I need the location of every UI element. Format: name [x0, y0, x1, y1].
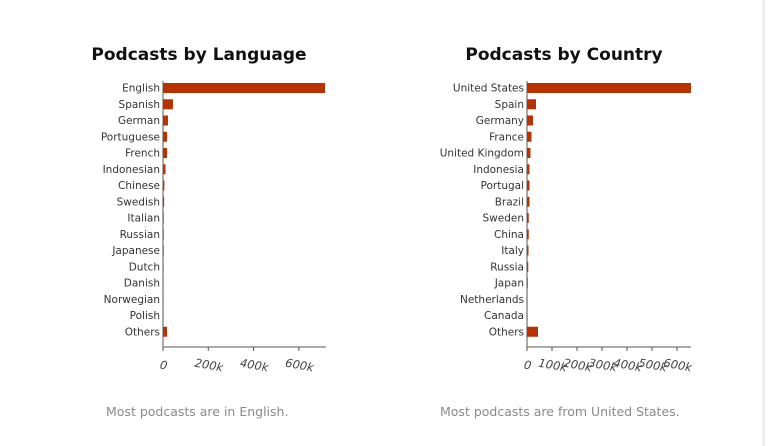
bar	[527, 131, 532, 142]
category-label: Portugal	[481, 180, 525, 192]
x-tick-label: 400k	[612, 356, 644, 375]
category-label: Spain	[495, 99, 524, 111]
category-label: Russian	[120, 229, 160, 241]
x-tick-label: 100k	[537, 356, 569, 375]
x-tick-label: 0	[523, 358, 533, 373]
country-chart: Podcasts by Country United States Spain Ger…	[440, 45, 695, 375]
category-label: Netherlands	[460, 294, 524, 306]
bar	[163, 326, 168, 337]
bar	[527, 180, 530, 191]
category-label: French	[125, 148, 160, 160]
category-label: Canada	[484, 310, 524, 322]
category-label: Indonesia	[473, 164, 524, 176]
language-chart: Podcasts by Language English Spanish German…	[91, 45, 326, 375]
chart-title: Podcasts by Country	[465, 45, 662, 65]
category-label: Japanese	[111, 245, 160, 257]
category-label: Italy	[501, 245, 524, 257]
bar	[163, 83, 326, 93]
category-label: Japan	[494, 278, 524, 290]
bar	[163, 164, 166, 175]
category-label: Brazil	[495, 196, 524, 208]
category-label: Polish	[130, 310, 160, 322]
category-label: Others	[489, 326, 524, 338]
x-tick-label: 0	[159, 358, 169, 373]
bar	[527, 83, 691, 93]
bar	[163, 180, 165, 191]
category-label: Dutch	[129, 261, 160, 273]
category-label: United States	[453, 83, 524, 95]
category-label: German	[118, 115, 160, 127]
category-label: France	[489, 131, 524, 143]
category-label: English	[122, 83, 160, 95]
x-tick-label: 400k	[239, 356, 271, 375]
bar	[527, 115, 533, 126]
category-label: Germany	[476, 115, 524, 127]
category-label: Portuguese	[101, 131, 160, 143]
category-label: Russia	[490, 261, 524, 273]
bar	[527, 99, 536, 110]
chart-title: Podcasts by Language	[91, 45, 306, 65]
x-tick-label: 500k	[637, 356, 669, 375]
category-label: Danish	[124, 278, 160, 290]
category-label: Italian	[127, 213, 160, 225]
category-label: Sweden	[483, 213, 525, 225]
bar	[163, 148, 168, 158]
category-label: Norwegian	[104, 294, 160, 306]
bar	[527, 326, 538, 337]
x-tick-label: 600k	[284, 356, 316, 375]
bar	[163, 131, 168, 142]
bar	[527, 148, 531, 158]
x-tick-label: 600k	[662, 356, 694, 375]
bar	[527, 213, 529, 223]
bar	[163, 115, 168, 126]
bar	[527, 229, 529, 240]
bar	[527, 196, 530, 207]
bar	[163, 99, 173, 110]
category-label: Chinese	[118, 180, 160, 192]
x-tick-label: 200k	[194, 356, 226, 375]
bar	[527, 245, 529, 256]
category-label: United Kingdom	[440, 148, 524, 160]
category-label: Spanish	[119, 99, 160, 111]
bar	[163, 196, 165, 207]
x-tick-label: 200k	[562, 356, 594, 375]
category-label: Indonesian	[103, 164, 160, 176]
x-tick-label: 300k	[587, 356, 619, 375]
scrollbar-edge	[762, 0, 765, 446]
category-label: Swedish	[117, 196, 160, 208]
bar	[527, 164, 530, 175]
bar	[527, 261, 529, 272]
country-caption: Most podcasts are from United States.	[440, 404, 680, 419]
language-caption: Most podcasts are in English.	[106, 404, 289, 419]
category-label: China	[494, 229, 524, 241]
category-label: Others	[125, 326, 160, 338]
